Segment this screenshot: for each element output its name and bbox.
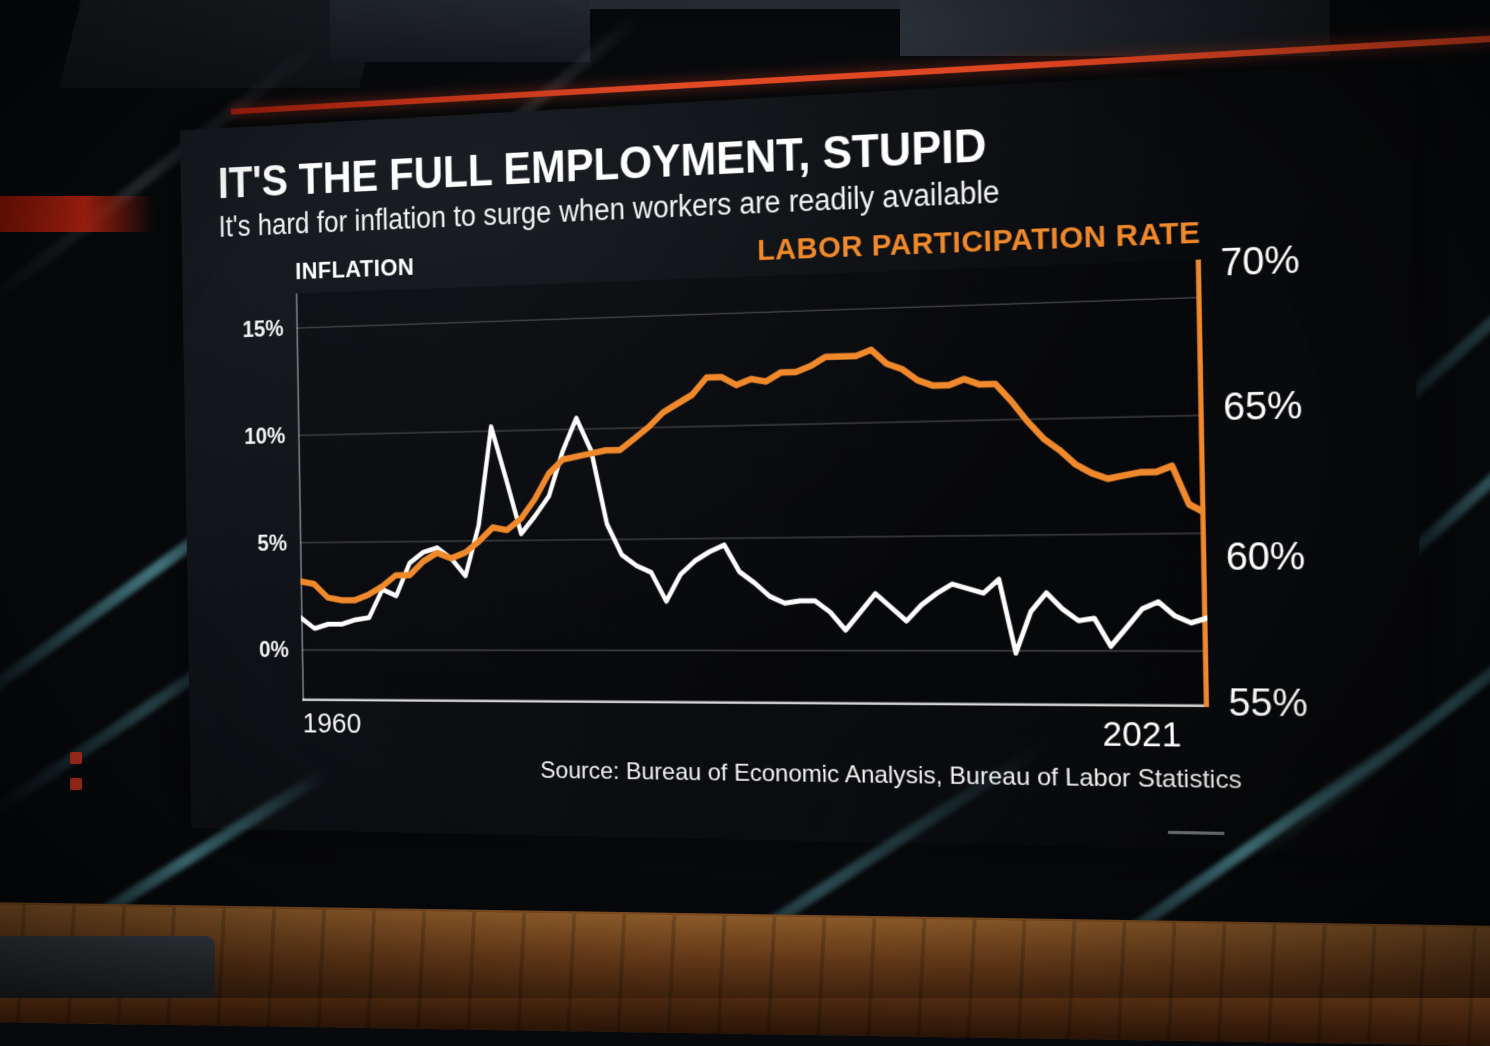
right-series-label: LABOR PARTICIPATION RATE [756, 216, 1201, 268]
left-axis-tick: 15% [242, 315, 284, 342]
left-axis-tick: 0% [258, 636, 290, 662]
red-indicator-lights [70, 752, 82, 804]
studio-ceiling-strip [230, 0, 1130, 9]
source-attribution: Source: Bureau of Economic Analysis, Bur… [540, 757, 1242, 795]
right-axis: 70% 65% 60% 55% [1201, 238, 1375, 724]
desk-surface [0, 901, 1490, 1046]
desk-equipment [0, 936, 215, 998]
studio-rig-panel [330, 0, 590, 62]
right-axis-tick: 60% [1225, 534, 1306, 579]
chart: INFLATION LABOR PARTICIPATION RATE 15% 1… [219, 210, 1376, 798]
broadcast-screen: IT'S THE FULL EMPLOYMENT, STUPID It's ha… [180, 28, 1490, 854]
red-set-beam [0, 196, 155, 232]
x-axis-label-end: 2021 [1102, 714, 1182, 754]
plot-area [295, 259, 1210, 707]
studio-rig-beam [900, 0, 1330, 56]
right-axis-tick: 55% [1228, 680, 1309, 725]
chart-body: 15% 10% 5% 0% 70% 65% 60% 55% [220, 238, 1375, 724]
x-axis: 1960 2021 [227, 708, 1376, 757]
right-axis-tick: 65% [1222, 383, 1303, 429]
screen-mark [1167, 830, 1225, 836]
x-axis-label-start: 1960 [302, 708, 362, 740]
left-axis-tick: 5% [257, 529, 288, 555]
left-axis-tick: 10% [244, 422, 286, 449]
left-axis: 15% 10% 5% 0% [220, 293, 303, 700]
right-axis-tick: 70% [1220, 238, 1301, 285]
left-axis-title: INFLATION [295, 254, 415, 285]
plot-svg [296, 259, 1209, 707]
